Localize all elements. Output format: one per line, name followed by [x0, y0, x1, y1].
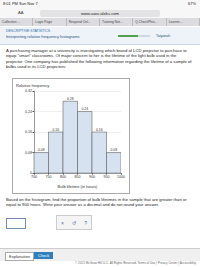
- svg-text:0.24: 0.24: [25, 110, 32, 114]
- svg-text:0.16: 0.16: [96, 128, 103, 132]
- html-text:AA: AA: [18, 10, 24, 15]
- svg-text:700: 700: [31, 175, 37, 179]
- html-text:www-awu.aleks.com: www-awu.aleks.com: [80, 10, 120, 16]
- svg-text:0.28: 0.28: [67, 97, 74, 101]
- html-text:Q.CheckPhis...: Q.CheckPhis...: [135, 20, 158, 24]
- html-text:DESCRIPTIVE STATISTICS: DESCRIPTIVE STATISTICS: [6, 29, 50, 33]
- svg-text:0: 0: [30, 171, 32, 176]
- svg-text:0.32: 0.32: [25, 89, 32, 93]
- svg-text:0.16: 0.16: [52, 128, 59, 132]
- svg-text:850: 850: [75, 175, 81, 179]
- html-text:67%: 67%: [188, 1, 196, 6]
- svg-text:0.08: 0.08: [38, 148, 45, 152]
- svg-text:Bulb lifetime (in hours): Bulb lifetime (in hours): [58, 184, 98, 189]
- html-text:8:01 PM Sun Nov 7: 8:01 PM Sun Nov 7: [3, 1, 38, 6]
- svg-text:900: 900: [89, 175, 95, 179]
- svg-text:1000: 1000: [117, 175, 125, 179]
- html-text:Tutoring Not...: Tutoring Not...: [102, 20, 123, 24]
- svg-text:0.16: 0.16: [25, 130, 32, 134]
- svg-text:800: 800: [60, 175, 66, 179]
- html-text:Collection ...: Collection ...: [2, 20, 21, 24]
- html-text:Explanation: Explanation: [9, 253, 30, 259]
- html-text:Learnin...: Learnin...: [168, 20, 183, 24]
- html-text:Respond Onl...: Respond Onl...: [68, 20, 91, 24]
- html-text:Interpreting relative frequenc: Interpreting relative frequency histogra…: [6, 34, 80, 39]
- html-text:A purchasing manager at a univ: A purchasing manager at a university is …: [6, 48, 192, 70]
- html-text:Check: Check: [38, 252, 50, 258]
- svg-text:750: 750: [46, 175, 52, 179]
- svg-text:Relative frequency: Relative frequency: [16, 83, 49, 88]
- html-text:© 2021 McGraw Hill LLC. All Ri: © 2021 McGraw Hill LLC. All Rights Reser…: [75, 261, 196, 265]
- svg-text:950: 950: [104, 175, 110, 179]
- svg-text:0.24: 0.24: [81, 107, 88, 111]
- svg-text:0.08: 0.08: [25, 151, 32, 155]
- svg-text:0.08: 0.08: [110, 148, 117, 152]
- html-text:Based on the histogram, find t: Based on the histogram, find the proport…: [6, 197, 187, 208]
- html-text:Login Page: Login Page: [35, 20, 52, 24]
- html-text:Tatyanah: Tatyanah: [156, 33, 171, 38]
